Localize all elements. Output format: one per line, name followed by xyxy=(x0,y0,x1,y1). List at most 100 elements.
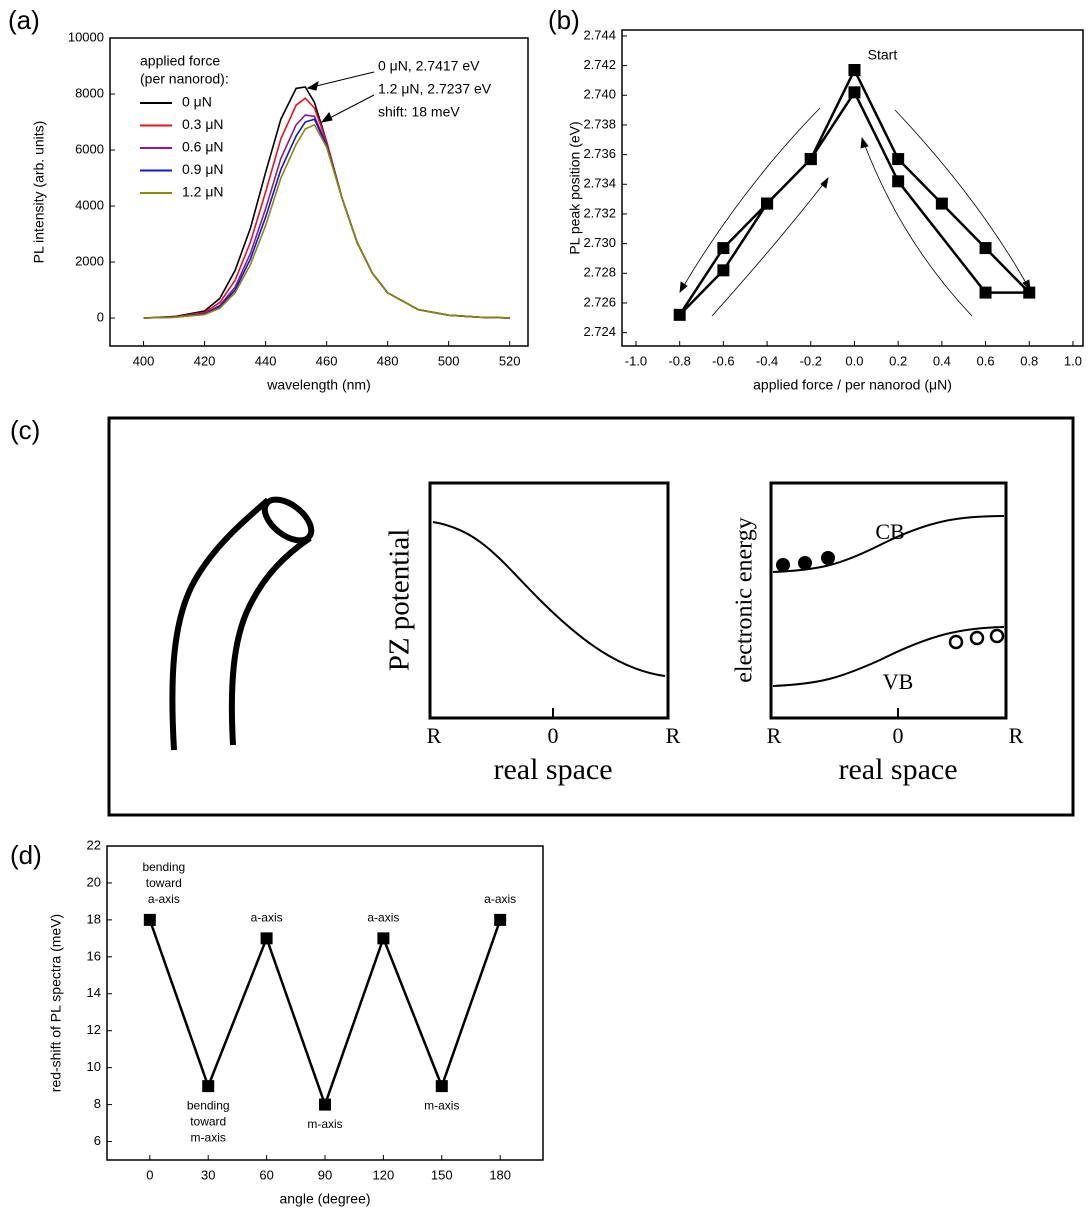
vb-curve xyxy=(772,626,1005,687)
arrows-b xyxy=(679,107,1031,317)
legend-title: applied force xyxy=(140,53,220,69)
marker xyxy=(892,153,905,166)
y-tick-label: 8 xyxy=(94,1096,101,1111)
y-tick-label: 10000 xyxy=(68,29,104,44)
x-tick-label: 1.0 xyxy=(1064,353,1082,368)
legend-title: (per nanorod): xyxy=(140,71,229,87)
x-axis-label: wavelength (nm) xyxy=(266,377,371,393)
x-tick-label: 440 xyxy=(255,353,277,368)
x-tick-label: 120 xyxy=(373,1167,395,1182)
nanorod xyxy=(169,496,315,751)
marker xyxy=(673,308,686,321)
data-line xyxy=(143,123,510,319)
y-tick-label: 2.740 xyxy=(583,87,616,102)
diagram-frame xyxy=(107,416,1075,817)
x-tick-label: -0.8 xyxy=(668,353,690,368)
x-tick-label: 90 xyxy=(318,1167,332,1182)
y-tick-label: 2.736 xyxy=(583,146,616,161)
marker xyxy=(761,197,774,210)
marker xyxy=(494,913,507,926)
marker xyxy=(260,932,273,945)
x-tick-label: 180 xyxy=(489,1167,511,1182)
x-label: real space xyxy=(838,753,957,786)
point-label: m-axis xyxy=(307,1117,342,1131)
arrows-a xyxy=(306,71,375,123)
y-tick-label: 2.726 xyxy=(583,294,616,309)
x-tick-label: -0.2 xyxy=(800,353,822,368)
legend-label: 0.3 μN xyxy=(182,116,224,132)
point-label: m-axis xyxy=(191,1130,226,1144)
y-tick-label: 18 xyxy=(87,911,101,926)
y-tick-label: 20 xyxy=(87,874,101,889)
marker xyxy=(892,175,905,188)
point-label: a-axis xyxy=(367,911,399,925)
y-tick-label: 6 xyxy=(94,1133,101,1148)
y-tick-label: 8000 xyxy=(75,85,104,100)
y-label: electronic energy xyxy=(732,517,758,682)
y-tick-label: 2000 xyxy=(75,253,104,268)
band-plot-frame xyxy=(769,481,1008,720)
marker xyxy=(717,264,730,277)
x-label: real space xyxy=(493,753,612,786)
x-tick-label: 30 xyxy=(201,1167,215,1182)
legend-label: 0 μN xyxy=(182,94,212,110)
x-tick-label: 0 xyxy=(146,1167,153,1182)
plot-frame xyxy=(621,29,1084,347)
marker xyxy=(1023,286,1036,299)
marker xyxy=(804,153,817,166)
marker xyxy=(935,197,948,210)
y-label: PZ potential xyxy=(384,529,416,672)
cb-curve xyxy=(772,515,1005,573)
marker xyxy=(717,242,730,255)
point-label: bending xyxy=(187,1098,230,1112)
x-axis-label: angle (degree) xyxy=(279,1191,370,1207)
pz-curve xyxy=(432,521,666,677)
legend-label: 0.6 μN xyxy=(182,139,224,155)
data-line xyxy=(148,919,502,1109)
x-tick-label: 480 xyxy=(377,353,399,368)
x-tick-label: 460 xyxy=(316,353,338,368)
y-tick-label: 0 xyxy=(97,309,104,324)
x-tick-label: -0.6 xyxy=(712,353,734,368)
y-tick-label: 2.730 xyxy=(583,235,616,250)
x-tick-label: 420 xyxy=(194,353,216,368)
y-tick-label: 22 xyxy=(87,837,101,852)
x-tick-label: 60 xyxy=(259,1167,273,1182)
plot-frame xyxy=(109,37,529,347)
marker xyxy=(202,1080,215,1093)
x-tick-label: 0.6 xyxy=(977,353,995,368)
point-label: toward xyxy=(146,876,182,890)
x-tick-label: 0.8 xyxy=(1020,353,1038,368)
point-label: bending xyxy=(142,860,185,874)
y-axis-label: red-shift of PL spectra (meV) xyxy=(48,914,64,1092)
panel-label: (d) xyxy=(10,840,42,870)
y-axis-label: PL intensity (arb. units) xyxy=(31,121,47,264)
point-label: m-axis xyxy=(424,1098,459,1112)
tick-label: R xyxy=(1009,723,1024,748)
point-label: toward xyxy=(190,1114,226,1128)
tick-label: 0 xyxy=(548,723,559,748)
y-tick-label: 16 xyxy=(87,948,101,963)
annotation: 1.2 μN, 2.7237 eV xyxy=(378,81,492,97)
marker xyxy=(848,64,861,77)
legend-label: 1.2 μN xyxy=(182,184,224,200)
y-tick-label: 2.738 xyxy=(583,116,616,131)
holes xyxy=(948,628,1005,650)
x-tick-label: 0.2 xyxy=(889,353,907,368)
panel-label: (c) xyxy=(10,415,40,445)
y-tick-label: 2.724 xyxy=(583,324,616,339)
marker xyxy=(377,932,390,945)
y-tick-label: 2.742 xyxy=(583,57,616,72)
data-line xyxy=(678,69,1033,316)
band-label: CB xyxy=(875,519,904,544)
x-tick-label: -0.4 xyxy=(756,353,778,368)
marker xyxy=(848,86,861,99)
x-tick-label: -1.0 xyxy=(625,353,647,368)
legend-label: 0.9 μN xyxy=(182,161,224,177)
marker xyxy=(979,286,992,299)
x-axis-label: applied force / per nanorod (μN) xyxy=(753,377,952,393)
y-axis-label: PL peak position (eV) xyxy=(567,121,583,254)
tick-label: R xyxy=(427,723,442,748)
tick-label: 0 xyxy=(893,723,904,748)
